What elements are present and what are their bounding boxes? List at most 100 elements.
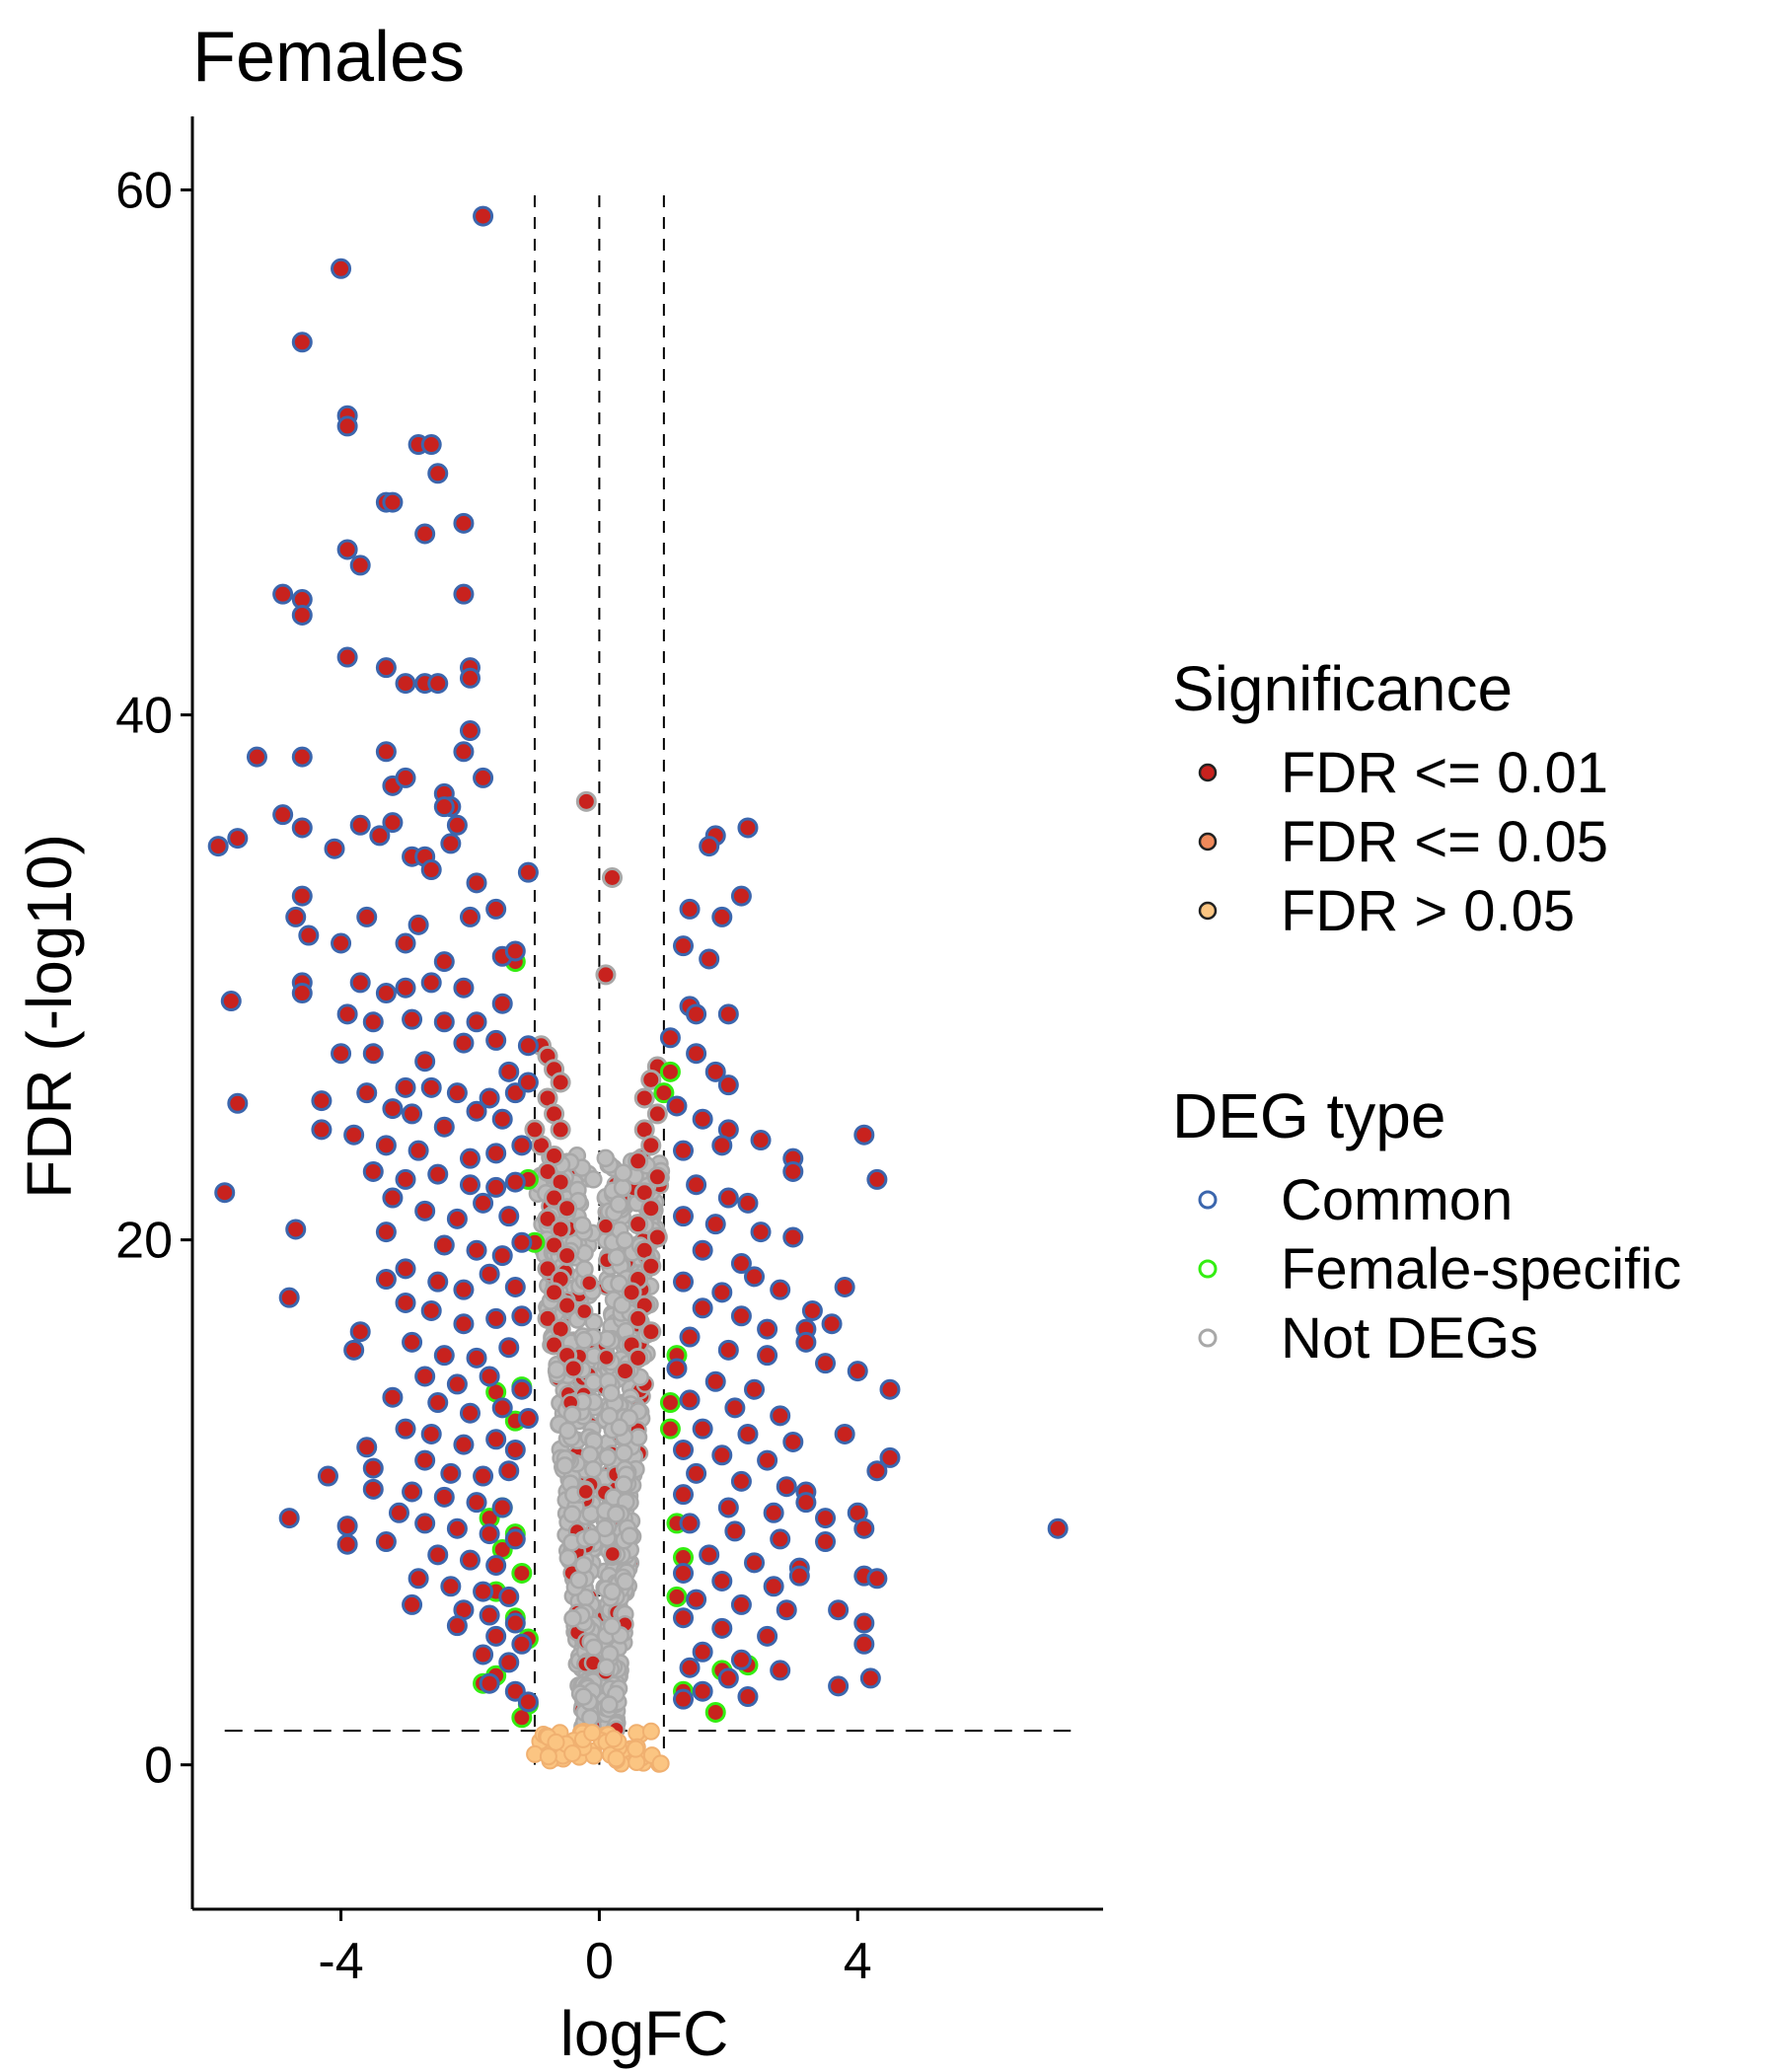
point-common [395,1292,416,1313]
cloud-point [562,1505,582,1523]
point-common [847,1361,868,1382]
point-common [402,1593,423,1615]
point-common [834,1423,855,1444]
point-common [517,861,539,883]
cloud-point [597,1348,616,1368]
point-common [375,1531,397,1553]
point-common [673,1562,695,1584]
cloud-point [569,1570,588,1590]
cloud-point [558,1421,577,1441]
point-common [757,1625,778,1647]
point-common [388,1502,409,1523]
point-common [704,1214,726,1235]
legend-key [1198,1328,1218,1348]
point-common [433,1011,455,1033]
nonsig-point [651,1754,670,1773]
point-common [207,836,229,857]
point-common [485,898,507,920]
point-common [763,1576,784,1597]
nonsig-point [583,1724,602,1742]
point-common [485,1176,507,1198]
point-common [407,1568,429,1590]
point-not-degs [628,1150,649,1172]
point-common [834,1277,855,1298]
point-common [815,1531,837,1553]
point-common [324,838,345,859]
point-common [673,1206,695,1227]
point-common [362,1043,384,1065]
legend-item-label: Not DEGs [1281,1306,1538,1370]
cloud-point [596,1148,616,1168]
point-female-specific [511,1562,533,1584]
point-common [473,1644,494,1665]
cloud-point [609,1195,629,1214]
point-common [382,812,404,834]
cloud-point [613,1178,632,1197]
point-not-degs [628,1214,649,1235]
point-common [770,1660,791,1681]
point-common [776,1476,797,1498]
point-common [686,1003,707,1025]
point-common [692,1418,713,1440]
point-common [291,332,313,353]
point-common [711,1444,733,1466]
point-not-degs [621,1282,642,1303]
point-common [504,1612,526,1634]
point-common [711,1282,733,1303]
point-female-specific [659,1418,681,1440]
cloud-point [573,1216,592,1234]
point-common [427,1544,449,1566]
cloud-point [574,1301,594,1321]
point-common [699,836,720,857]
point-common [730,1593,752,1615]
point-common [737,1423,759,1444]
point-common [453,741,475,763]
point-common [679,1513,701,1534]
point-common [763,1502,784,1523]
point-common [349,1321,371,1343]
point-common [246,746,267,768]
point-common [427,673,449,695]
point-common [317,1465,338,1487]
point-common [420,1423,442,1444]
point-common [879,1446,901,1468]
point-common [433,1486,455,1508]
point-common [744,1552,766,1574]
point-common [375,1135,397,1156]
point-not-degs [628,1347,649,1369]
point-common [453,1313,475,1335]
point-common [420,972,442,994]
point-common [511,1135,533,1156]
point-common [446,1208,468,1229]
cloud-point [582,1527,601,1547]
point-common [402,1331,423,1353]
point-common [459,906,481,927]
point-common [433,951,455,973]
point-common [427,463,449,484]
cloud-point [607,1248,627,1267]
point-common [440,833,462,854]
point-common [485,1029,507,1051]
point-common [395,932,416,954]
point-common [311,1090,333,1112]
point-common [382,491,404,513]
point-common [517,1691,539,1713]
point-common [485,1625,507,1647]
point-common [866,1460,888,1482]
point-common [673,1439,695,1460]
point-common [498,1337,520,1359]
point-common [828,1599,850,1621]
point-not-degs [640,1255,662,1277]
point-not-degs [544,1334,565,1356]
point-common [395,1168,416,1190]
cloud-point [562,1405,582,1424]
point-common [453,512,475,534]
point-not-degs [544,1282,565,1303]
point-common [679,898,701,920]
point-common [717,1667,739,1689]
point-common [291,885,313,907]
cloud-point [614,1163,632,1182]
point-common [446,1373,468,1395]
point-common [433,1116,455,1138]
point-common [673,1140,695,1161]
